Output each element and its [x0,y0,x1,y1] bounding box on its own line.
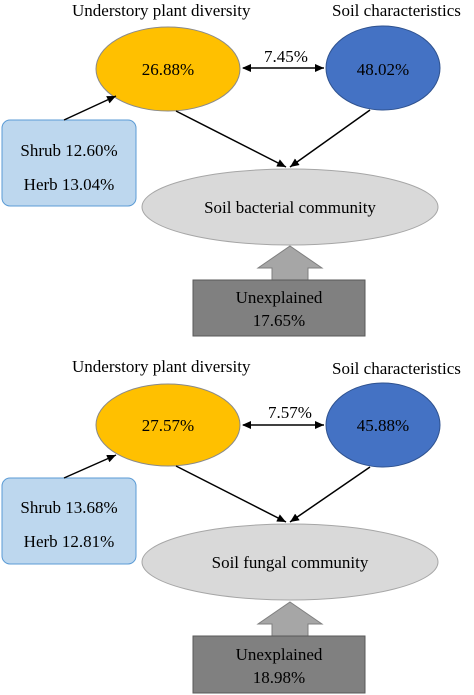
unexplained-box [192,279,366,337]
soil-to-community-arrow [289,109,371,168]
plant-diversity-ellipse [95,26,241,112]
understory-layers-box [1,119,137,207]
plant-diversity-title: Understory plant diversity [72,1,251,20]
community-ellipse [141,523,439,601]
understory-layers-box [1,477,137,565]
unexplained-label: Unexplained [236,288,323,307]
soil-characteristics-title: Soil characteristics [332,1,461,20]
herb-value: Herb 12.81% [24,532,115,551]
unexplained-value: 18.98% [253,668,305,687]
unexplained-up-arrow [256,601,324,637]
unexplained-up-arrow [256,245,324,281]
herb-value: Herb 13.04% [24,175,115,194]
unexplained-value: 17.65% [253,311,305,330]
plant-diversity-value: 26.88% [142,60,194,79]
panel-bacterial: Understory plant diversity Soil characte… [1,1,461,337]
soil-to-community-arrow [289,466,371,523]
plant-diversity-ellipse [95,383,241,467]
plant-diversity-title: Understory plant diversity [72,357,251,376]
unexplained-box [192,635,366,694]
shared-variance-value: 7.57% [268,403,312,422]
shrub-value: Shrub 13.68% [20,498,117,517]
unexplained-label: Unexplained [236,645,323,664]
shared-variance-value: 7.45% [264,47,308,66]
soil-characteristics-value: 48.02% [357,60,409,79]
plant-diversity-value: 27.57% [142,416,194,435]
soil-characteristics-value: 45.88% [357,416,409,435]
community-label: Soil fungal community [212,553,369,572]
layers-to-plant-arrow [63,95,117,121]
panel-fungal: Understory plant diversity Soil characte… [1,357,461,694]
soil-characteristics-ellipse [325,25,441,111]
plant-to-community-arrow [175,110,287,168]
community-label: Soil bacterial community [204,198,376,217]
shrub-value: Shrub 12.60% [20,141,117,160]
plant-to-community-arrow [175,465,287,523]
layers-to-plant-arrow [63,454,117,479]
soil-characteristics-ellipse [325,382,441,468]
soil-characteristics-title: Soil characteristics [332,359,461,378]
community-ellipse [141,168,439,246]
